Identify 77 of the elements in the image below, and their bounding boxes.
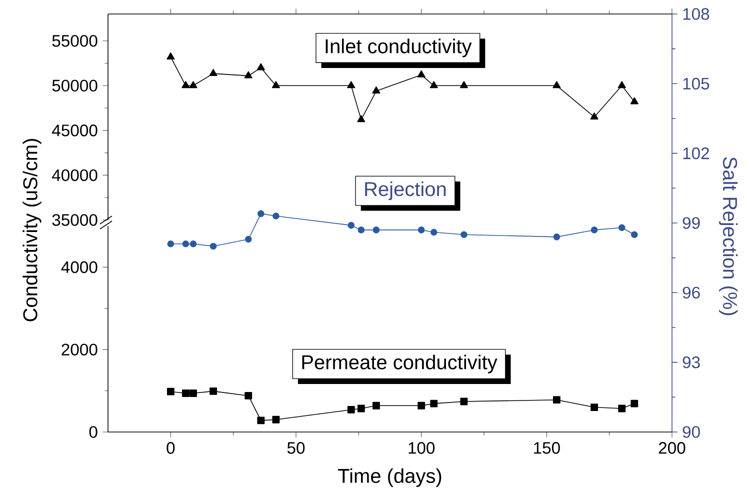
y-axis-title: Conductivity (uS/cm) [22,139,42,322]
point [418,402,426,410]
point [167,240,174,248]
point [358,226,365,234]
y2-tick-label: 108 [683,8,710,20]
y2-tick-label: 102 [683,147,709,160]
point [430,400,438,408]
point [166,388,174,396]
point [272,416,280,424]
point [166,52,175,60]
y-tick-label: 0 [89,426,98,438]
point [553,234,560,240]
point [347,406,355,414]
point [182,81,190,88]
point [244,236,252,243]
series-label: Rejection [365,181,446,200]
point [590,404,598,411]
y2-axis-title: Salt Rejection (%) [719,157,738,316]
y-tick-label: 4000 [61,261,98,274]
point [630,231,638,238]
x-tick-label: 150 [534,442,560,454]
point [210,388,217,395]
point [552,396,560,404]
point [272,81,280,88]
y2-tick-label: 90 [682,426,700,438]
y-tick-label: 40000 [52,169,98,182]
point [417,70,426,78]
point [590,226,598,234]
point [618,224,626,232]
point [272,212,280,220]
point [182,390,190,397]
point [347,81,356,88]
point [618,404,626,412]
series-label: Inlet conductivity [326,38,472,58]
point [190,240,197,248]
y2-tick-label: 96 [682,286,700,299]
point [630,400,638,408]
point [258,210,264,218]
point [182,240,190,248]
point [210,242,217,250]
point [357,404,365,412]
x-axis-title: Time (days) [338,468,442,487]
y-tick-label: 45000 [52,124,98,136]
y-tick-label: 50000 [52,80,98,92]
point [552,81,561,88]
y2-tick-label: 99 [682,217,700,229]
series-label: Permeate conductivity [302,354,498,374]
point [460,398,468,406]
point [189,81,198,88]
point [460,81,468,88]
y-tick-label: 55000 [52,34,98,47]
point [256,63,265,70]
point [630,97,638,104]
point [460,231,468,238]
point [590,112,598,120]
point [209,68,218,76]
point [418,226,425,234]
point [257,416,265,424]
point [372,226,380,234]
point [372,86,380,94]
y2-tick-label: 93 [682,356,700,368]
point [348,222,355,229]
point [618,81,626,88]
point [244,392,252,400]
x-tick-label: 100 [408,442,435,454]
point [190,390,197,397]
point [372,402,380,410]
y-tick-label: 2000 [62,344,98,356]
x-tick-label: 200 [658,442,686,454]
x-tick-label: 50 [287,442,305,454]
y2-tick-label: 105 [683,78,710,90]
point [244,71,252,78]
x-tick-label: 0 [166,442,175,454]
point [430,228,438,236]
y-tick-label: 35000 [52,214,98,226]
point [430,81,438,88]
point [357,115,366,122]
